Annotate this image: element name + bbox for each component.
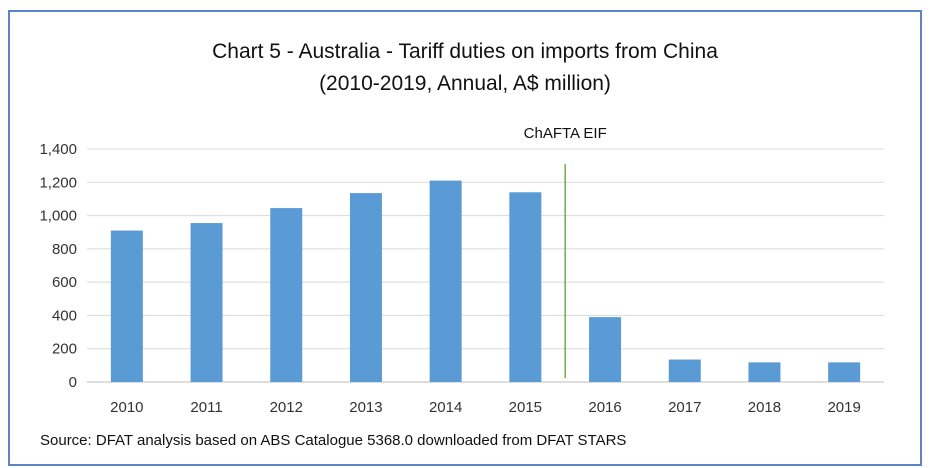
bar — [110, 230, 143, 382]
y-tick-label: 600 — [52, 274, 77, 291]
annotation-label: ChAFTA EIF — [524, 125, 607, 142]
x-tick-label: 2018 — [748, 399, 781, 416]
x-tick-label: 2016 — [588, 399, 621, 416]
x-tick-label: 2011 — [190, 399, 222, 416]
bar — [509, 192, 542, 382]
bar — [668, 359, 701, 382]
x-tick-label: 2014 — [429, 399, 462, 416]
chart-title: Chart 5 - Australia - Tariff duties on i… — [10, 36, 920, 100]
bar-chart-plot: 0 200 400 600 800 1,000 1,200 1,400 2010 2011 2012… — [39, 125, 884, 416]
y-tick-label: 800 — [52, 241, 77, 258]
x-tick-label: 2010 — [110, 399, 143, 416]
y-tick-label: 0 — [69, 374, 77, 391]
y-tick-label: 200 — [52, 341, 77, 358]
source-note: Source: DFAT analysis based on ABS Catal… — [40, 432, 627, 449]
y-tick-label: 1,000 — [39, 208, 77, 225]
x-tick-label: 2012 — [270, 399, 303, 416]
y-tick-label: 1,200 — [39, 174, 77, 191]
bar — [190, 223, 223, 382]
bar — [828, 362, 861, 382]
y-tick-label: 1,400 — [39, 141, 77, 158]
x-tick-label: 2013 — [349, 399, 382, 416]
x-tick-label: 2015 — [509, 399, 542, 416]
bar — [429, 180, 462, 382]
bar — [748, 362, 781, 382]
y-tick-label: 400 — [52, 307, 77, 324]
bar — [589, 317, 622, 382]
bar — [349, 193, 382, 382]
bar — [270, 208, 303, 382]
chart-title-line1: Chart 5 - Australia - Tariff duties on i… — [212, 40, 718, 63]
x-tick-label: 2019 — [827, 399, 860, 416]
x-tick-label: 2017 — [668, 399, 701, 416]
chart-title-line2: (2010-2019, Annual, A$ million) — [319, 72, 611, 95]
chart-frame: Chart 5 - Australia - Tariff duties on i… — [8, 10, 922, 466]
